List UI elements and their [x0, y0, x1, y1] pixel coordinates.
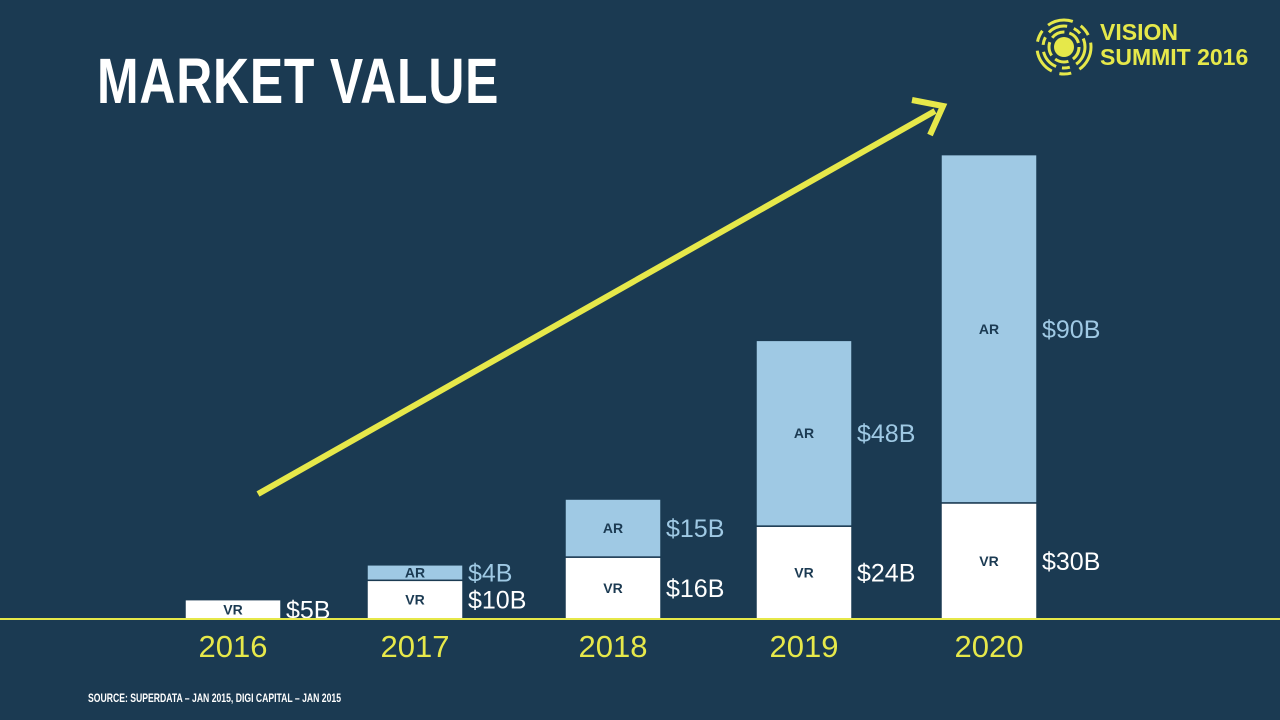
ar-bar-2017: [366, 564, 464, 582]
vr-segment-label: VR: [223, 601, 242, 617]
vr-value-label: $5B: [286, 596, 330, 624]
ar-bar-2018: [564, 498, 662, 558]
x-tick-label: 2017: [381, 629, 450, 664]
ar-value-label: $90B: [1042, 316, 1100, 344]
ar-bar-2020: [940, 153, 1038, 504]
x-tick-label: 2016: [199, 629, 268, 664]
ar-segment-label: AR: [405, 565, 425, 581]
vision-summit-logo: VISION SUMMIT 2016: [1034, 16, 1274, 78]
vr-value-label: $16B: [666, 575, 724, 603]
trend-arrow-line: [256, 108, 937, 497]
vr-segment-label: VR: [603, 580, 622, 596]
ar-segment-label: AR: [603, 520, 623, 536]
vr-value-label: $10B: [468, 587, 526, 615]
x-tick-label: 2019: [770, 629, 839, 664]
page-title: MARKET VALUE: [97, 45, 500, 117]
source-note: SOURCE: SUPERDATA – JAN 2015, DIGI CAPIT…: [88, 691, 342, 705]
logo-line-2: SUMMIT 2016: [1100, 44, 1249, 70]
trend-arrow-head: [911, 97, 948, 137]
ar-segment-label: AR: [979, 321, 999, 337]
vr-segment-label: VR: [794, 565, 813, 581]
x-tick-label: 2020: [955, 629, 1024, 664]
vr-segment-label: VR: [405, 592, 424, 608]
ar-segment-label: AR: [794, 425, 814, 441]
vr-value-label: $24B: [857, 560, 915, 588]
ar-bar-2019: [755, 339, 853, 527]
ar-value-label: $15B: [666, 515, 724, 543]
ar-value-label: $4B: [468, 560, 512, 588]
vr-value-label: $30B: [1042, 548, 1100, 576]
x-tick-label: 2018: [579, 629, 648, 664]
vr-bar-2020: [940, 502, 1038, 620]
vr-segment-label: VR: [979, 553, 998, 569]
logo-icon: [1035, 18, 1093, 76]
ar-value-label: $48B: [857, 420, 915, 448]
logo-line-1: VISION: [1100, 19, 1178, 45]
